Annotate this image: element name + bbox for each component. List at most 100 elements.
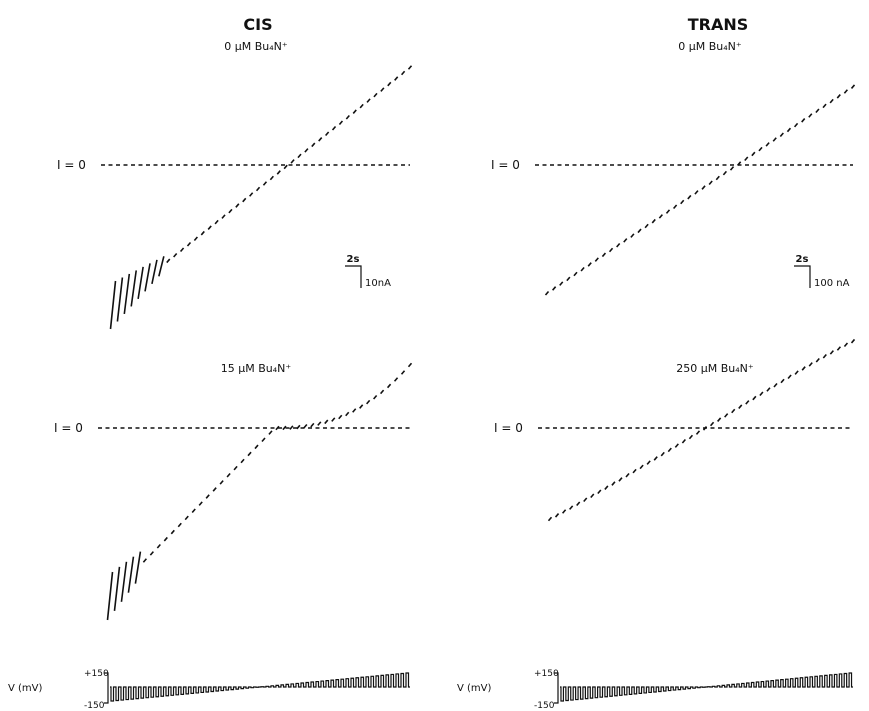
trace-segment: [144, 263, 151, 292]
trace-segment: [235, 203, 240, 208]
trace-segment: [318, 137, 323, 142]
trace-segment: [373, 394, 378, 400]
trace-segment: [304, 148, 309, 153]
concentration-label: 0 μM Bu₄N⁺: [224, 40, 288, 53]
trace-segment: [737, 161, 742, 166]
trace-segment: [722, 170, 728, 176]
trace-segment: [219, 480, 224, 485]
trace-segment: [680, 199, 685, 205]
trace-segment: [198, 501, 203, 506]
trace-segment: [644, 223, 649, 229]
trace-segment: [359, 103, 364, 109]
trace-segment: [127, 556, 135, 593]
trace-segment: [590, 493, 595, 499]
trace-segment: [618, 477, 623, 482]
trace-segment: [653, 456, 658, 461]
trace-segment: [554, 513, 560, 518]
trace-segment: [191, 508, 196, 514]
trace-segment: [836, 94, 841, 99]
trace-segment: [552, 286, 557, 291]
trace-segment: [822, 103, 827, 109]
trace-segment: [407, 65, 413, 70]
column-header-trans: TRANS: [688, 15, 749, 34]
trace-segment: [249, 192, 254, 197]
trace-segment: [822, 354, 827, 359]
trace-panels: 0 μM Bu₄N⁺ I = 0 2s 10nA 0 μM Bu₄N⁺ I = 0 2s 10…: [54, 40, 856, 621]
trace-segment: [674, 443, 679, 448]
trace-segment: [815, 358, 820, 363]
trace-segment: [547, 516, 553, 522]
trace-segment: [587, 262, 592, 267]
trace-panel: 0 μM Bu₄N⁺ I = 0 2s 100 nA: [491, 40, 856, 296]
trace-segment: [787, 374, 792, 380]
trace-segment: [583, 497, 588, 503]
scale-current-label: 10nA: [365, 278, 391, 289]
trace-segment: [262, 181, 268, 186]
trace-segment: [393, 377, 399, 382]
trace-segment: [681, 439, 686, 444]
trace-segment: [687, 194, 692, 200]
trace-segment: [226, 472, 231, 478]
trace-segment: [282, 425, 287, 431]
trace-segment: [352, 109, 357, 114]
trace-segment: [836, 346, 842, 351]
zero-current-label: I = 0: [54, 421, 83, 435]
trace-segment: [407, 362, 413, 368]
trace-segment: [801, 118, 806, 123]
trace-segment: [580, 266, 585, 272]
column-header-cis: CIS: [243, 15, 272, 34]
voltage-pulse-train: [560, 672, 853, 702]
trace-segment: [630, 233, 635, 238]
trace-panel: 15 μM Bu₄N⁺ I = 0: [54, 362, 413, 621]
trace-segment: [850, 338, 856, 344]
trace-segment: [394, 76, 399, 81]
voltage-bracket: [554, 672, 559, 704]
trace-segment: [559, 281, 564, 286]
trace-segment: [829, 98, 834, 104]
trace-segment: [808, 113, 813, 118]
voltage-axis-label: V (mV): [457, 683, 492, 694]
trace-segment: [163, 536, 168, 542]
trace-segment: [801, 366, 806, 371]
trace-segment: [149, 551, 154, 556]
trace-segment: [268, 430, 273, 435]
trace-segment: [759, 391, 764, 397]
trace-segment: [786, 127, 792, 133]
trace-segment: [604, 485, 609, 490]
trace-segment: [338, 414, 343, 420]
trace-segment: [715, 175, 720, 181]
trace-segment: [717, 417, 722, 422]
voltage-bottom-label: -150: [84, 701, 105, 711]
trace-segment: [665, 209, 671, 214]
trace-segment: [123, 273, 131, 315]
trace-segment: [808, 362, 813, 367]
trace-segment: [173, 253, 178, 258]
trace-segment: [765, 142, 770, 147]
voltage-pulse-train: [110, 672, 410, 702]
trace-segment: [658, 214, 663, 219]
trace-segment: [702, 426, 708, 431]
trace-segment: [672, 204, 678, 210]
trace-segment: [738, 404, 743, 409]
trace-segment: [311, 142, 316, 148]
trace-segment: [843, 89, 848, 94]
trace-segment: [179, 247, 185, 253]
trace-segment: [688, 434, 694, 440]
zero-current-label: I = 0: [494, 421, 523, 435]
trace-segment: [400, 370, 406, 375]
scale-time-label: 2s: [347, 254, 360, 265]
concentration-label: 0 μM Bu₄N⁺: [678, 40, 742, 53]
trace-segment: [569, 505, 574, 510]
trace-segment: [667, 447, 672, 453]
trace-segment: [766, 387, 771, 392]
trace-segment: [166, 258, 171, 264]
trace-segment: [773, 382, 778, 388]
trace-segment: [228, 208, 233, 214]
trace-segment: [829, 350, 834, 355]
trace-segment: [130, 270, 138, 307]
scale-current-label: 100 nA: [814, 278, 850, 289]
trace-segment: [359, 404, 364, 409]
trace-segment: [261, 437, 266, 442]
trace-segment: [573, 271, 578, 277]
trace-segment: [695, 430, 701, 435]
